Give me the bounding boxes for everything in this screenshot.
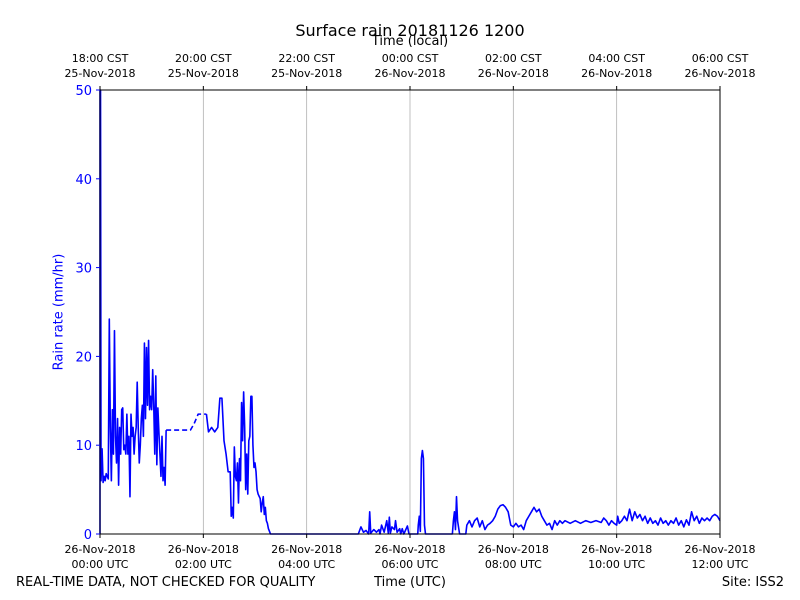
rain-rate-line (205, 391, 721, 535)
x-axis-label: Time (UTC) (374, 575, 446, 590)
site-label: Site: ISS2 (721, 575, 784, 590)
x-tick-label-date: 26-Nov-2018 (64, 543, 135, 556)
top-tick-label-time: 00:00 CST (382, 52, 439, 65)
top-tick-label-time: 22:00 CST (278, 52, 335, 65)
top-tick-label-date: 25-Nov-2018 (271, 67, 342, 80)
x-tick-label-date: 26-Nov-2018 (168, 543, 239, 556)
top-axis-label: Time (local) (371, 34, 449, 49)
x-tick-label-date: 26-Nov-2018 (374, 543, 445, 556)
y-tick-label: 0 (84, 528, 92, 543)
x-tick-label-time: 00:00 UTC (71, 558, 128, 571)
x-tick-label-time: 06:00 UTC (381, 558, 438, 571)
top-tick-label-date: 25-Nov-2018 (168, 67, 239, 80)
rain-rate-line-dashed (166, 413, 207, 431)
x-tick-label-date: 26-Nov-2018 (271, 543, 342, 556)
top-tick-label-time: 06:00 CST (692, 52, 749, 65)
x-tick-label-time: 10:00 UTC (588, 558, 645, 571)
quality-disclaimer: REAL-TIME DATA, NOT CHECKED FOR QUALITY (16, 575, 316, 590)
x-tick-label-time: 12:00 UTC (691, 558, 748, 571)
x-tick-label-date: 26-Nov-2018 (684, 543, 755, 556)
y-tick-label: 20 (75, 350, 92, 365)
x-tick-label-time: 04:00 UTC (278, 558, 335, 571)
top-tick-label-date: 25-Nov-2018 (64, 67, 135, 80)
top-tick-label-time: 02:00 CST (485, 52, 542, 65)
y-tick-label: 10 (75, 439, 92, 454)
top-tick-label-date: 26-Nov-2018 (581, 67, 652, 80)
top-tick-label-time: 18:00 CST (72, 52, 129, 65)
y-tick-label: 30 (75, 262, 92, 277)
top-tick-label-time: 20:00 CST (175, 52, 232, 65)
top-tick-label-time: 04:00 CST (588, 52, 645, 65)
x-tick-label-time: 02:00 UTC (175, 558, 232, 571)
x-tick-label-date: 26-Nov-2018 (581, 543, 652, 556)
chart-title: Surface rain 20181126 1200 (295, 21, 525, 40)
top-tick-label-date: 26-Nov-2018 (374, 67, 445, 80)
y-tick-label: 50 (75, 84, 92, 99)
x-tick-label-time: 08:00 UTC (485, 558, 542, 571)
top-tick-label-date: 26-Nov-2018 (478, 67, 549, 80)
rain-rate-line (99, 89, 167, 534)
top-tick-label-date: 26-Nov-2018 (684, 67, 755, 80)
x-tick-label-date: 26-Nov-2018 (478, 543, 549, 556)
y-tick-label: 40 (75, 173, 92, 188)
